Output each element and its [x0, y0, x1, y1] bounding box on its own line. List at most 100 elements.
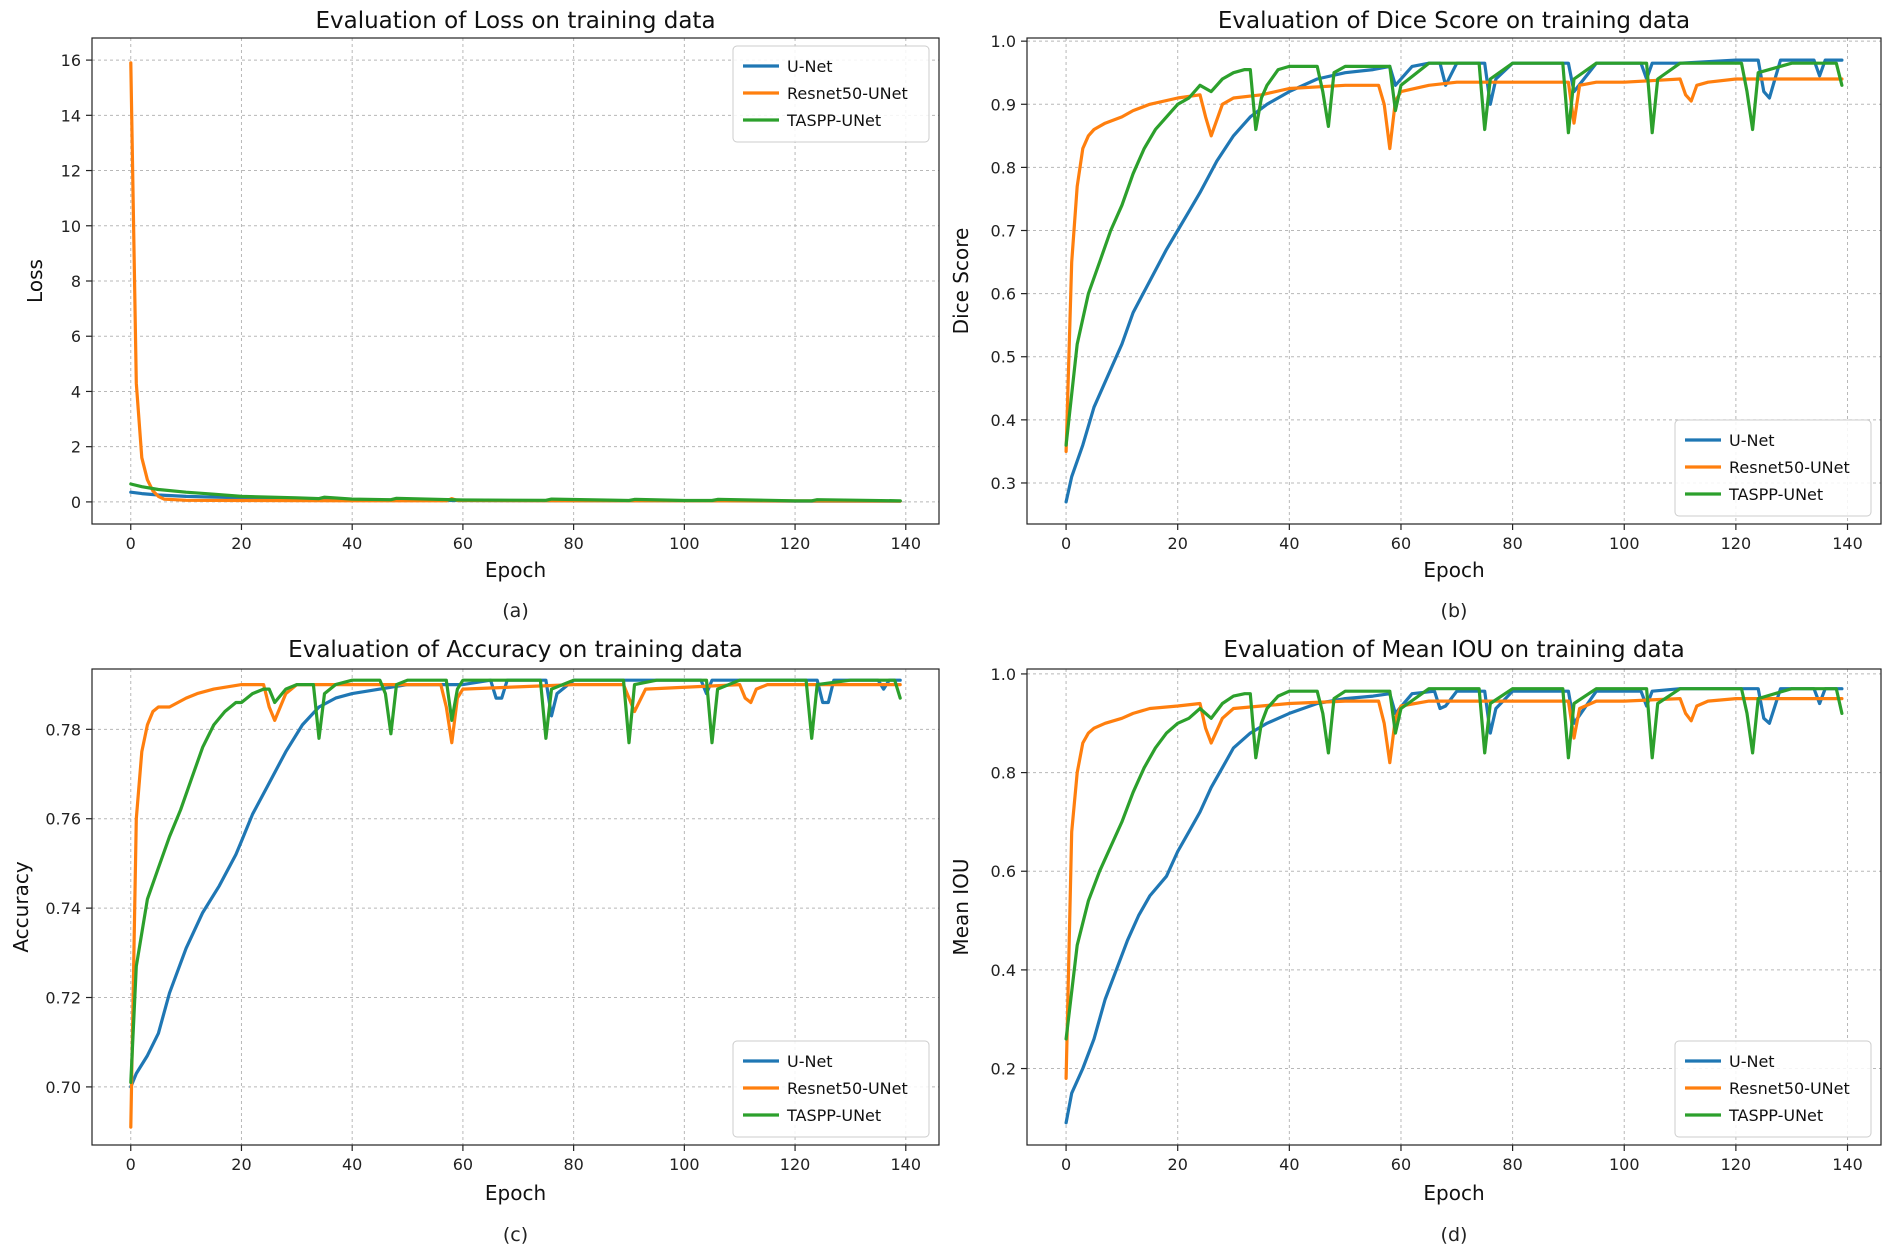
y-tick-label: 0.3 — [991, 474, 1016, 493]
y-tick-label: 0.2 — [991, 1060, 1016, 1079]
y-tick-label: 0.70 — [45, 1078, 81, 1097]
x-tick-label: 20 — [1168, 534, 1188, 553]
legend-label-u-net: U-Net — [1729, 431, 1775, 450]
chart-title: Evaluation of Mean IOU on training data — [1223, 637, 1684, 663]
legend-label-u-net: U-Net — [787, 57, 833, 76]
legend: U-Net Resnet50-UNet TASPP-UNet — [732, 45, 930, 143]
x-tick-label: 40 — [1279, 1155, 1299, 1174]
y-tick-label: 0.7 — [991, 222, 1016, 241]
loss-chart: 0 20 40 60 80 100 120 140 0 2 4 6 8 10 12 14 16 Evaluatio… — [23, 8, 940, 622]
legend-box — [732, 45, 930, 143]
figure-caption: (c) — [503, 1224, 528, 1246]
y-tick-label: 6 — [71, 327, 81, 346]
y-tick-label: 4 — [71, 382, 81, 401]
y-tick-label: 14 — [61, 106, 81, 125]
series-group — [1064, 687, 1844, 1125]
x-tick-label: 140 — [1832, 534, 1863, 553]
grid-lines — [1027, 38, 1881, 524]
legend-label-resnet50-unet: Resnet50-UNet — [1729, 1079, 1850, 1098]
series-group — [129, 678, 902, 1129]
series-line-taspp-unet — [1064, 687, 1844, 1041]
y-tick-label: 1.0 — [991, 32, 1016, 51]
legend-label-taspp-unet: TASPP-UNet — [1728, 1106, 1823, 1125]
y-tick-label: 0 — [71, 493, 81, 512]
series-line-u-net — [129, 678, 902, 1089]
x-tick-label: 40 — [342, 534, 362, 553]
x-tick-label: 100 — [669, 534, 700, 553]
figure-caption: (b) — [1441, 600, 1468, 622]
x-tick-label: 140 — [891, 1155, 922, 1174]
x-axis-label: Epoch — [485, 558, 546, 582]
plot-frame — [1026, 668, 1882, 1146]
y-tick-label: 16 — [61, 51, 81, 70]
x-axis-label: Epoch — [485, 1181, 546, 1205]
x-tick-label: 40 — [1279, 534, 1299, 553]
chart-panel-loss: 0 20 40 60 80 100 120 140 0 2 4 6 8 10 12 14 16 Evaluatio… — [0, 0, 942, 629]
chart-title: Evaluation of Loss on training data — [315, 8, 715, 34]
chart-panel-dice: 0 20 40 60 80 100 120 140 0.3 0.4 0.5 0.6 0.7 0.8 0.9 1… — [942, 0, 1885, 629]
y-tick-label: 12 — [61, 162, 81, 181]
chart-title: Evaluation of Dice Score on training dat… — [1218, 8, 1690, 34]
x-tick-label: 120 — [780, 1155, 811, 1174]
chart-panel-mean-iou: 0 20 40 60 80 100 120 140 0.2 0.4 0.6 0.8 1.0 Evaluat… — [942, 629, 1885, 1259]
chart-title: Evaluation of Accuracy on training data — [288, 637, 743, 663]
legend-label-taspp-unet: TASPP-UNet — [786, 1106, 881, 1125]
x-tick-label: 140 — [1832, 1155, 1863, 1174]
legend-box — [732, 1040, 930, 1138]
legend-label-resnet50-unet: Resnet50-UNet — [787, 84, 908, 103]
grid-lines — [92, 38, 939, 524]
x-tick-label: 60 — [453, 534, 473, 553]
accuracy-chart: 0 20 40 60 80 100 120 140 0.70 0.72 0.74 0.76 0.78 Ev… — [9, 637, 940, 1246]
series-group — [1064, 58, 1844, 504]
x-tick-label: 60 — [1391, 534, 1411, 553]
x-tick-label: 100 — [1609, 534, 1640, 553]
y-tick-label: 0.76 — [45, 810, 81, 829]
figure-caption: (a) — [502, 600, 528, 622]
series-line-taspp-unet — [129, 482, 902, 503]
x-tick-label: 0 — [1061, 1155, 1071, 1174]
mean-iou-chart: 0 20 40 60 80 100 120 140 0.2 0.4 0.6 0.8 1.0 Evaluat… — [949, 637, 1882, 1246]
y-tick-label: 0.4 — [991, 961, 1016, 980]
y-tick-label: 0.6 — [991, 862, 1016, 881]
x-tick-label: 20 — [1168, 1155, 1188, 1174]
series-line-taspp-unet — [129, 678, 902, 1084]
y-tick-label: 0.8 — [991, 764, 1016, 783]
x-tick-label: 120 — [780, 534, 811, 553]
y-tick-label: 0.9 — [991, 95, 1016, 114]
plot-frame — [91, 668, 940, 1146]
x-tick-label: 20 — [231, 534, 251, 553]
y-axis-label: Dice Score — [949, 228, 973, 335]
dice-chart: 0 20 40 60 80 100 120 140 0.3 0.4 0.5 0.6 0.7 0.8 0.9 1… — [949, 8, 1882, 622]
y-axis-label: Accuracy — [9, 861, 33, 952]
legend-label-u-net: U-Net — [787, 1052, 833, 1071]
y-tick-label: 0.5 — [991, 348, 1016, 367]
x-tick-label: 60 — [453, 1155, 473, 1174]
x-tick-label: 80 — [1502, 1155, 1522, 1174]
x-tick-label: 140 — [891, 534, 922, 553]
chart-panel-accuracy: 0 20 40 60 80 100 120 140 0.70 0.72 0.74 0.76 0.78 Ev… — [0, 629, 942, 1259]
y-tick-label: 0.72 — [45, 989, 81, 1008]
x-tick-label: 100 — [1609, 1155, 1640, 1174]
x-tick-label: 120 — [1721, 1155, 1752, 1174]
y-tick-label: 0.74 — [45, 899, 81, 918]
x-tick-label: 80 — [563, 1155, 583, 1174]
x-tick-label: 100 — [669, 1155, 700, 1174]
series-group — [129, 61, 902, 503]
legend-label-resnet50-unet: Resnet50-UNet — [787, 1079, 908, 1098]
y-tick-label: 10 — [61, 217, 81, 236]
x-tick-label: 60 — [1391, 1155, 1411, 1174]
series-line-resnet50-unet — [1064, 77, 1844, 453]
y-tick-label: 8 — [71, 272, 81, 291]
y-axis-label: Loss — [23, 259, 47, 303]
y-tick-label: 2 — [71, 438, 81, 457]
x-tick-label: 20 — [231, 1155, 251, 1174]
legend-label-taspp-unet: TASPP-UNet — [1728, 485, 1823, 504]
x-axis-label: Epoch — [1423, 1181, 1484, 1205]
y-tick-label: 0.78 — [45, 720, 81, 739]
series-line-taspp-unet — [1064, 61, 1844, 447]
legend: U-Net Resnet50-UNet TASPP-UNet — [1674, 419, 1872, 517]
legend-box — [1674, 419, 1872, 517]
x-tick-label: 0 — [1061, 534, 1071, 553]
y-tick-label: 0.4 — [991, 411, 1016, 430]
legend-label-taspp-unet: TASPP-UNet — [786, 111, 881, 130]
